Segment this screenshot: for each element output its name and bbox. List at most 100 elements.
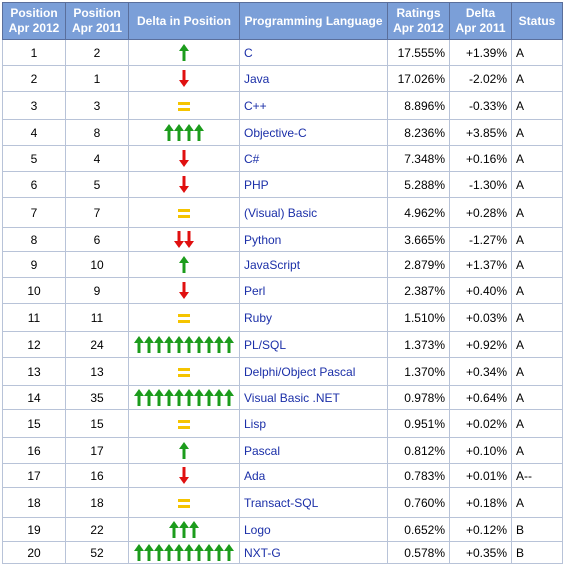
header-delta-line2: Apr 2011 [455,21,506,35]
delta-position-arrows [169,521,199,538]
table-row: 12 24 PL/SQL 1.373% +0.92% A [2,331,563,358]
delta-cell: +0.10% [449,437,512,464]
delta-cell: -1.27% [449,227,512,252]
delta-cell: +0.40% [449,277,512,304]
delta-position-cell [128,65,240,92]
delta-position-cell [128,437,240,464]
position-2011-cell: 18 [65,487,129,518]
language-link[interactable]: C++ [239,91,388,120]
rating-cell: 1.510% [387,303,450,332]
position-2011-cell: 4 [65,145,129,172]
delta-position-cell [128,357,240,386]
up-arrow-icon [204,389,214,406]
delta-cell: +0.35% [449,541,512,564]
position-2012-cell: 2 [2,65,66,92]
up-arrow-icon [184,336,194,353]
delta-position-cell [128,517,240,542]
delta-position-arrows [179,176,189,193]
up-arrow-icon [164,389,174,406]
up-arrow-icon [224,544,234,561]
delta-position-cell [128,197,240,228]
delta-position-arrows [178,208,190,218]
delta-position-cell [128,409,240,438]
delta-position-arrows [179,467,189,484]
table-row: 6 5 PHP 5.288% -1.30% A [2,171,563,198]
up-arrow-icon [179,521,189,538]
down-arrow-icon [179,467,189,484]
language-link[interactable]: (Visual) Basic [239,197,388,228]
language-link[interactable]: Objective-C [239,119,388,146]
language-link[interactable]: Ada [239,463,388,488]
position-2011-cell: 7 [65,197,129,228]
language-link[interactable]: Logo [239,517,388,542]
up-arrow-icon [154,336,164,353]
delta-cell: +0.02% [449,409,512,438]
language-link[interactable]: NXT-G [239,541,388,564]
delta-position-cell [128,171,240,198]
language-link[interactable]: Visual Basic .NET [239,385,388,410]
position-2011-cell: 17 [65,437,129,464]
position-2011-cell: 1 [65,65,129,92]
status-cell: B [511,517,563,542]
language-link[interactable]: Pascal [239,437,388,464]
position-2012-cell: 9 [2,251,66,278]
language-link[interactable]: Perl [239,277,388,304]
table-row: 18 18 Transact-SQL 0.760% +0.18% A [2,487,563,518]
position-2011-cell: 11 [65,303,129,332]
language-link[interactable]: Java [239,65,388,92]
delta-cell: +0.92% [449,331,512,358]
header-delta-line1: Delta [465,6,496,20]
position-2012-cell: 12 [2,331,66,358]
header-ratings-line1: Ratings [396,6,441,20]
delta-position-arrows [179,70,189,87]
up-arrow-icon [169,521,179,538]
position-2012-cell: 20 [2,541,66,564]
delta-position-arrows [179,256,189,273]
table-row: 1 2 C 17.555% +1.39% A [2,39,563,66]
header-position-2011: Position Apr 2011 [65,2,129,40]
language-link[interactable]: Lisp [239,409,388,438]
delta-position-arrows [134,544,234,561]
language-link[interactable]: Python [239,227,388,252]
up-arrow-icon [174,124,184,141]
table-row: 13 13 Delphi/Object Pascal 1.370% +0.34% A [2,357,563,386]
language-link[interactable]: PL/SQL [239,331,388,358]
delta-cell: +0.64% [449,385,512,410]
down-arrow-icon [174,231,184,248]
delta-cell: +3.85% [449,119,512,146]
up-arrow-icon [204,336,214,353]
delta-position-arrows [178,313,190,323]
table-row: 17 16 Ada 0.783% +0.01% A-- [2,463,563,488]
up-arrow-icon [174,544,184,561]
language-link[interactable]: C [239,39,388,66]
up-arrow-icon [194,544,204,561]
delta-cell: +0.12% [449,517,512,542]
position-2012-cell: 19 [2,517,66,542]
language-link[interactable]: Delphi/Object Pascal [239,357,388,386]
delta-cell: -0.33% [449,91,512,120]
up-arrow-icon [214,389,224,406]
table-header: Position Apr 2012 Position Apr 2011 Delta … [2,2,563,40]
delta-cell: +0.16% [449,145,512,172]
table-row: 19 22 Logo 0.652% +0.12% B [2,517,563,542]
table-row: 10 9 Perl 2.387% +0.40% A [2,277,563,304]
up-arrow-icon [214,336,224,353]
table-row: 20 52 NXT-G 0.578% +0.35% B [2,541,563,564]
down-arrow-icon [179,70,189,87]
language-link[interactable]: C# [239,145,388,172]
position-2011-cell: 10 [65,251,129,278]
delta-position-cell [128,119,240,146]
language-link[interactable]: JavaScript [239,251,388,278]
position-2011-cell: 35 [65,385,129,410]
position-2011-cell: 24 [65,331,129,358]
language-link[interactable]: PHP [239,171,388,198]
up-arrow-icon [184,544,194,561]
status-cell: B [511,541,563,564]
table-row: 8 6 Python 3.665% -1.27% A [2,227,563,252]
up-arrow-icon [154,544,164,561]
status-cell: A [511,487,563,518]
language-link[interactable]: Ruby [239,303,388,332]
rating-cell: 0.812% [387,437,450,464]
language-link[interactable]: Transact-SQL [239,487,388,518]
delta-position-cell [128,39,240,66]
